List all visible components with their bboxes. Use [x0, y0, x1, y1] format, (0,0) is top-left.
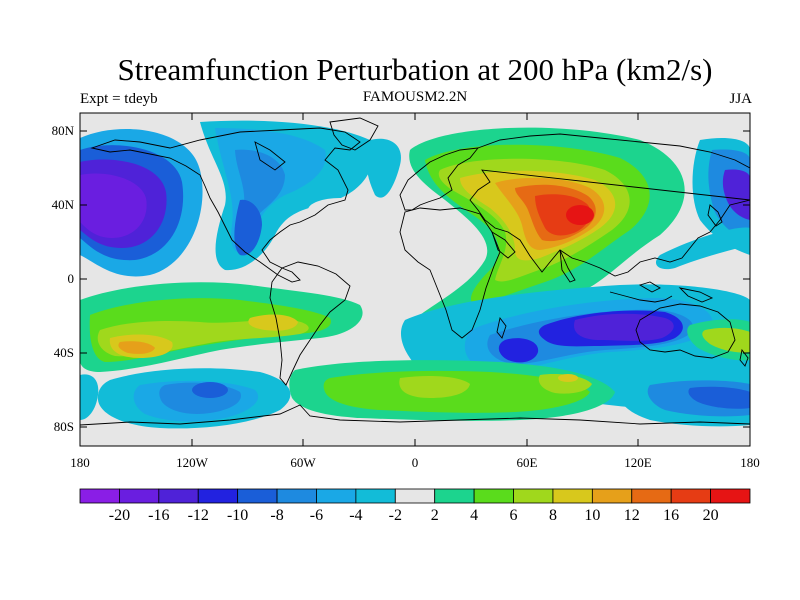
- positive-anomaly-tasman: [702, 327, 750, 353]
- positive-anomaly-southern-atlantic: [399, 376, 470, 398]
- negative-anomaly-north-america: [234, 199, 262, 256]
- positive-anomaly-sh-pacific: [248, 314, 298, 331]
- experiment-label: Expt = tdeyb: [80, 91, 158, 107]
- neutral-gap: [308, 198, 372, 222]
- colorbar-label: -12: [188, 507, 209, 524]
- colorbar-label: 2: [431, 507, 439, 524]
- colorbar-swatch: [670, 488, 711, 504]
- colorbar-label: -6: [310, 507, 323, 524]
- positive-anomaly-asia: [535, 194, 591, 236]
- negative-anomaly-southern-ocean-east: [688, 386, 750, 409]
- lon-tick-label: 180: [740, 455, 760, 470]
- lat-tick-label: 0: [68, 271, 75, 286]
- negative-anomaly-pacific-left: [80, 173, 147, 238]
- colorbar-label: 12: [624, 507, 640, 524]
- lon-tick-label: 0: [412, 455, 419, 470]
- negative-anomaly-southern-ocean: [80, 374, 99, 420]
- lat-tick-label: 40N: [52, 197, 75, 212]
- lon-tick-label: 120W: [176, 455, 209, 470]
- colorbar-swatch: [631, 488, 672, 504]
- colorbar-label: 16: [663, 507, 679, 524]
- coastlines: [80, 117, 750, 426]
- lat-tick-marks: [80, 130, 750, 428]
- positive-anomaly-sh-pacific: [118, 341, 155, 354]
- colorbar-label: 8: [549, 507, 557, 524]
- negative-anomaly-atlantic: [366, 138, 401, 198]
- lon-tick-label: 60E: [517, 455, 538, 470]
- chart-title: Streamfunction Perturbation at 200 hPa (…: [117, 52, 713, 87]
- colorbar-label: -2: [389, 507, 402, 524]
- colorbar-swatch: [316, 488, 357, 504]
- lon-tick-marks: [191, 113, 639, 446]
- colorbar-label: 10: [584, 507, 600, 524]
- colorbar-swatch: [79, 488, 120, 504]
- negative-anomaly-southern-ocean: [192, 382, 228, 398]
- colorbar-label: -16: [148, 507, 169, 524]
- colorbar-swatch: [237, 488, 278, 504]
- negative-anomaly-south: [498, 338, 539, 363]
- lat-tick-labels: 80N 40N 0 40S 80S: [52, 123, 75, 434]
- season-label: JJA: [729, 91, 752, 107]
- colorbar-swatch: [158, 488, 199, 504]
- lon-tick-label: 120E: [624, 455, 652, 470]
- colorbar-label: -4: [349, 507, 362, 524]
- colorbar-label: -20: [109, 507, 130, 524]
- colorbar-label: 20: [703, 507, 719, 524]
- colorbar-swatch: [355, 488, 396, 504]
- colorbar-swatch: [119, 488, 160, 504]
- lat-tick-label: 80S: [54, 419, 74, 434]
- contour-field: [80, 113, 750, 446]
- colorbar-label: 6: [510, 507, 518, 524]
- colorbar-swatch: [473, 488, 514, 504]
- positive-anomaly-southern-atlantic: [558, 374, 578, 382]
- colorbar-swatch: [434, 488, 475, 504]
- negative-anomaly-pacific-right: [722, 169, 750, 220]
- colorbar-swatch: [276, 488, 317, 504]
- colorbar-label: -10: [227, 507, 248, 524]
- colorbar-label: 4: [470, 507, 478, 524]
- colorbar-swatch: [513, 488, 554, 504]
- colorbar-label: -8: [270, 507, 283, 524]
- negative-anomaly-south: [574, 313, 674, 341]
- neutral-gap: [330, 332, 390, 352]
- lat-tick-label: 80N: [52, 123, 75, 138]
- colorbar-swatch: [552, 488, 593, 504]
- colorbar-swatch: [197, 488, 239, 504]
- colorbar-swatch: [710, 488, 751, 504]
- colorbar-swatch: [591, 488, 633, 504]
- lat-tick-label: 40S: [54, 345, 74, 360]
- model-label: FAMOUSM2.2N: [362, 89, 468, 105]
- lon-tick-label: 180: [70, 455, 90, 470]
- colorbar: -20 -16 -12 -10 -8 -6 -4 -2 2 4 6 8 10 12 16 20: [79, 488, 751, 524]
- lon-tick-labels: 180 120W 60W 0 60E 120E 180: [70, 455, 760, 470]
- positive-anomaly-southern-atlantic: [538, 374, 592, 394]
- positive-anomaly-core: [566, 205, 594, 225]
- lon-tick-label: 60W: [290, 455, 316, 470]
- colorbar-swatch: [394, 488, 436, 504]
